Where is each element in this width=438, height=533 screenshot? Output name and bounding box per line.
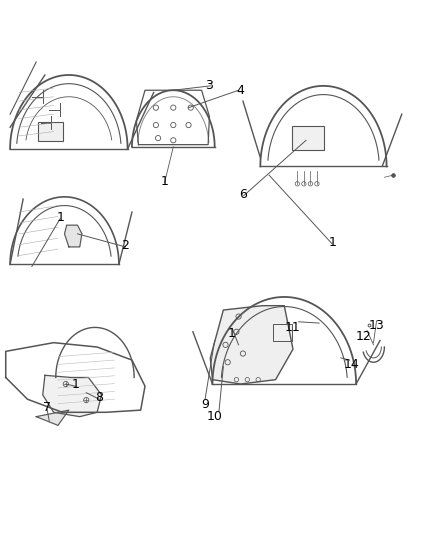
- Polygon shape: [64, 225, 82, 247]
- Text: 8: 8: [95, 391, 103, 405]
- Text: 2: 2: [121, 239, 129, 252]
- FancyBboxPatch shape: [292, 126, 324, 150]
- Text: 13: 13: [369, 319, 385, 332]
- FancyBboxPatch shape: [272, 325, 292, 341]
- Text: 9: 9: [201, 398, 209, 411]
- FancyBboxPatch shape: [38, 122, 63, 141]
- Text: 14: 14: [344, 358, 360, 371]
- Text: 6: 6: [239, 188, 247, 201]
- Polygon shape: [210, 305, 293, 384]
- Polygon shape: [43, 375, 102, 417]
- Text: 1: 1: [161, 175, 169, 188]
- Text: 1: 1: [227, 327, 235, 341]
- Text: 3: 3: [205, 79, 213, 92]
- Text: 12: 12: [356, 329, 371, 343]
- Text: 1: 1: [56, 211, 64, 224]
- Polygon shape: [36, 410, 69, 425]
- Text: 1: 1: [71, 378, 79, 391]
- Text: 7: 7: [43, 401, 51, 415]
- Text: 10: 10: [207, 410, 223, 423]
- Text: 1: 1: [328, 236, 336, 249]
- Text: 11: 11: [285, 321, 301, 334]
- Text: 4: 4: [236, 84, 244, 96]
